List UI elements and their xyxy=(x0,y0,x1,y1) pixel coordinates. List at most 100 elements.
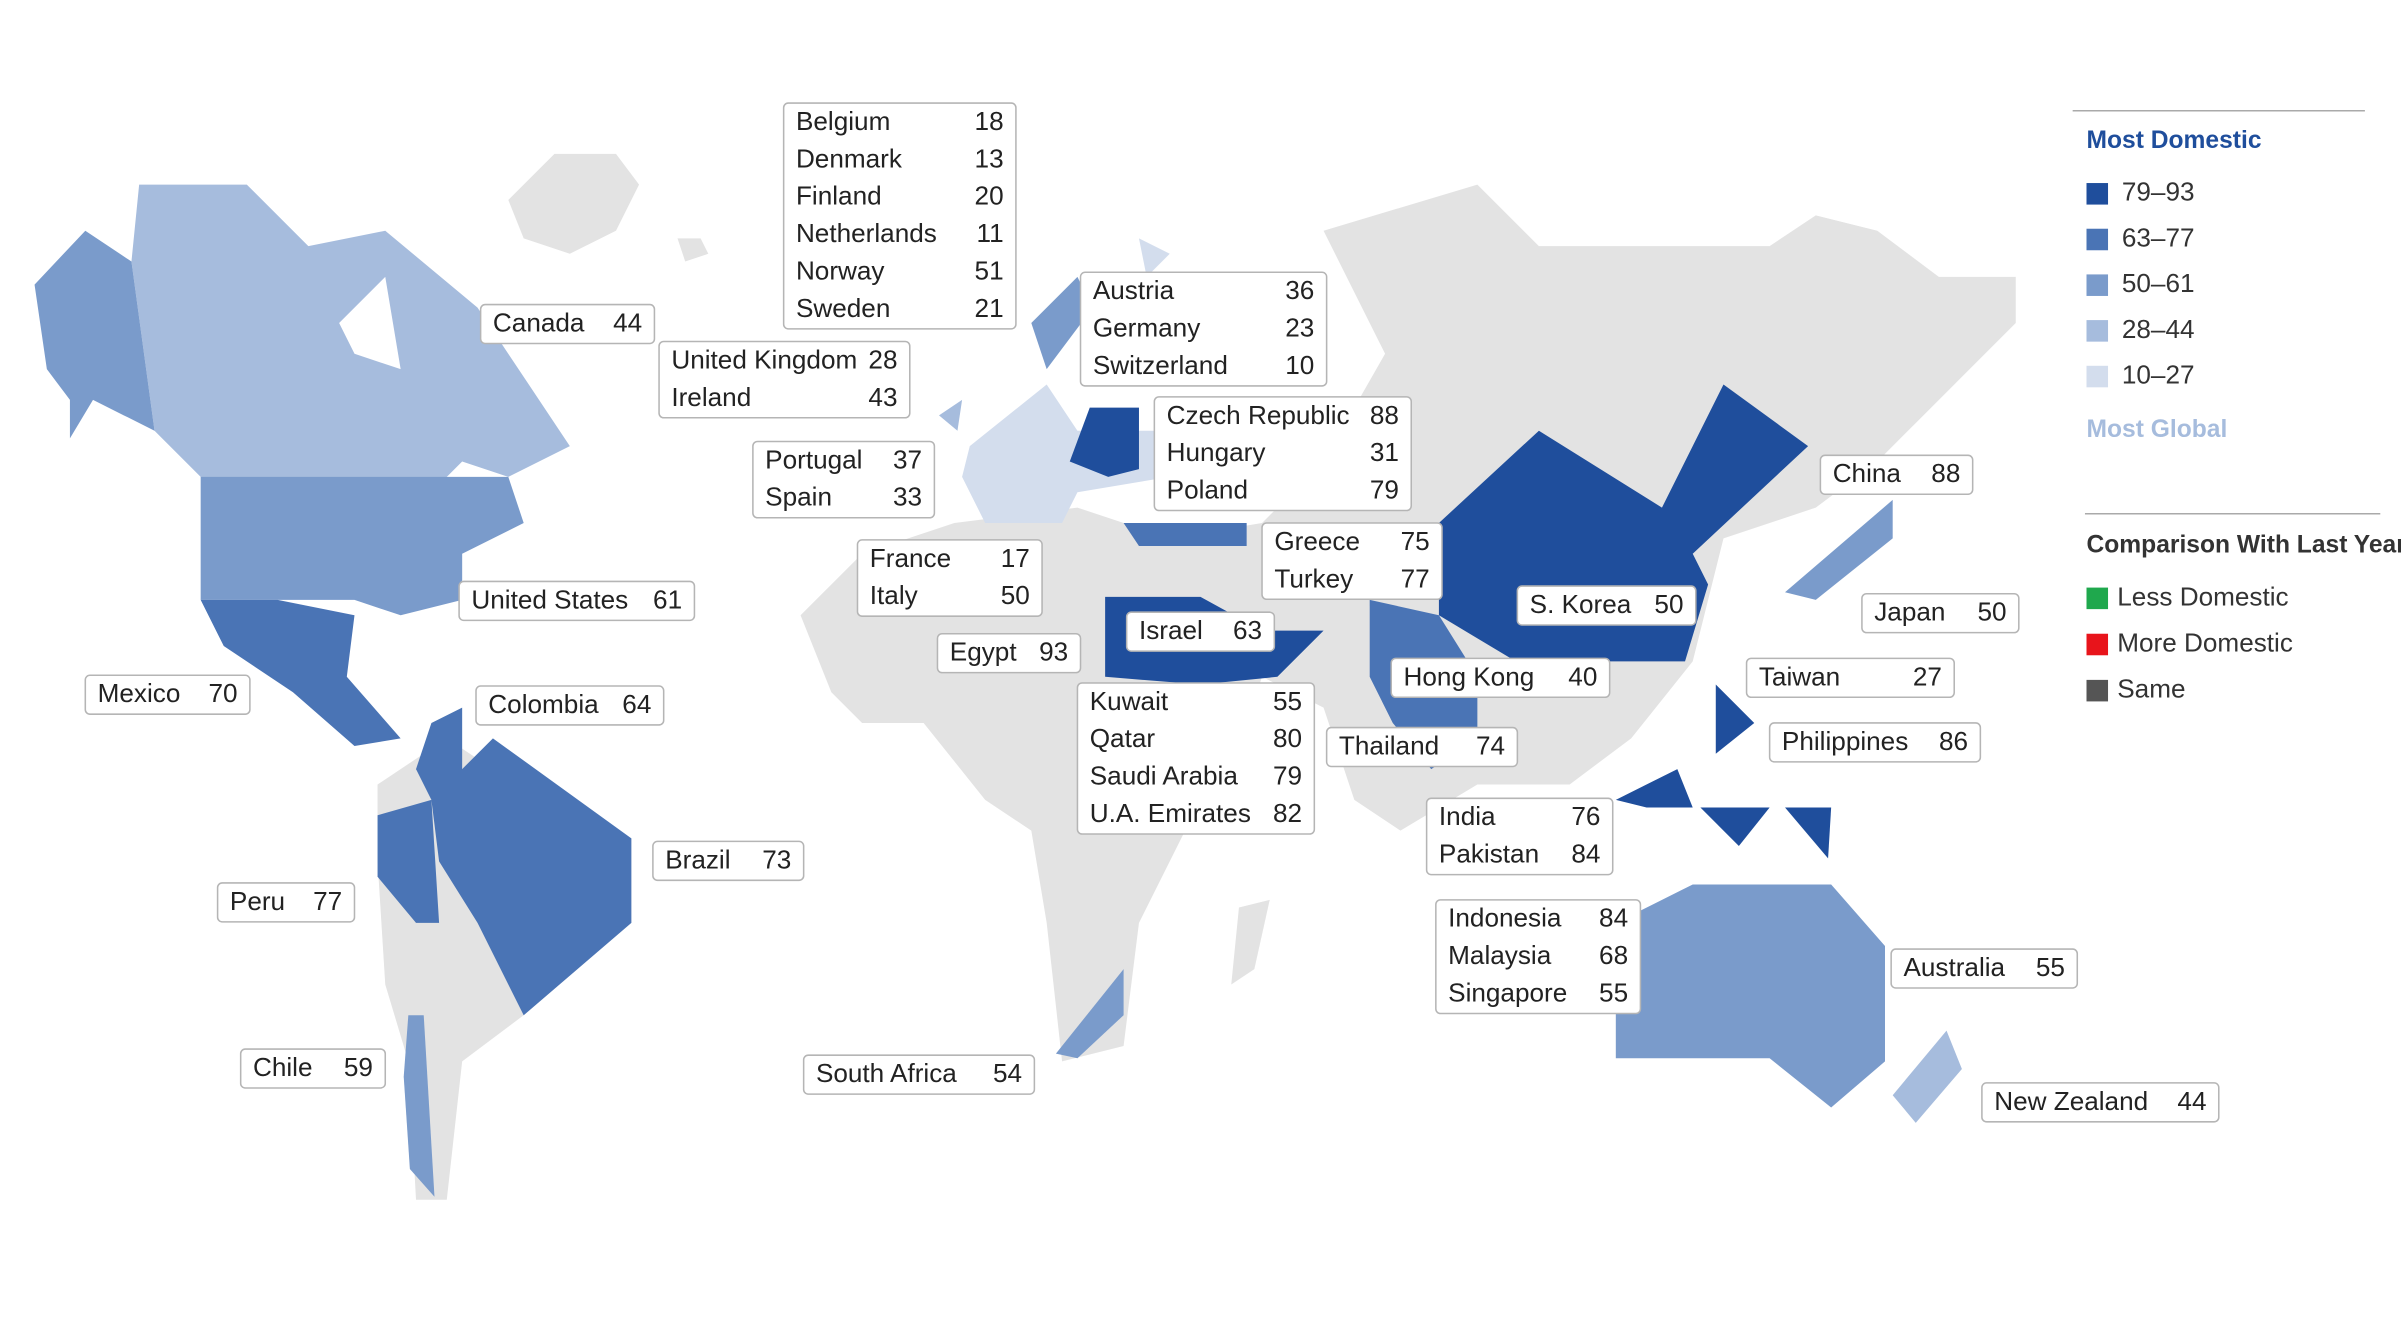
country-value: 44 xyxy=(613,307,642,337)
callout: Belgium 18 Denmark 13 Finland 20 Netherlands 11… xyxy=(782,102,1017,330)
callout-box xyxy=(1768,722,1982,763)
country-shape xyxy=(1615,884,1885,1108)
callout-box xyxy=(1261,522,1443,601)
callout: Hong Kong 40 xyxy=(1390,657,1611,699)
country-value: 63 xyxy=(1233,615,1262,645)
legend-swatch xyxy=(2086,274,2109,296)
country-name: China xyxy=(1833,458,1902,488)
callout: China 88 xyxy=(1819,454,1974,495)
callouts: Belgium 18 Denmark 13 Finland 20 Netherlands 11… xyxy=(84,102,2220,1123)
callout-box xyxy=(782,102,1017,330)
callout: Czech Republic 88 Hungary 31 Poland 79 xyxy=(1153,396,1413,512)
callout-box xyxy=(1079,271,1328,387)
country-shape xyxy=(416,707,463,800)
legend-swatch xyxy=(2086,183,2109,205)
callout: South Africa 54 xyxy=(802,1054,1036,1095)
callout: Japan 50 xyxy=(1861,592,2020,634)
country-value: 55 xyxy=(1273,686,1302,716)
legend-label: 79–93 xyxy=(2122,177,2195,207)
legend-footer: Most Global xyxy=(2087,416,2228,443)
landmass xyxy=(508,153,640,254)
country-value: 61 xyxy=(653,584,682,614)
country-shape xyxy=(1785,499,1893,600)
callout: Egypt 93 xyxy=(936,632,1082,674)
callout-box xyxy=(458,580,696,622)
country-value: 75 xyxy=(1401,526,1430,556)
callout-box xyxy=(1861,592,2020,634)
country-name: Germany xyxy=(1093,313,1201,343)
country-value: 93 xyxy=(1039,637,1068,667)
country-name: India xyxy=(1439,801,1496,831)
country-name: S. Korea xyxy=(1530,589,1632,619)
legend: Most Domestic 79–93 63–77 50–61 28–44 10–27 Mo… xyxy=(2072,109,2401,704)
country-name: Pakistan xyxy=(1439,839,1539,869)
country-value: 20 xyxy=(975,181,1004,211)
legend-label: 63–77 xyxy=(2122,222,2195,252)
country-shape xyxy=(200,476,524,616)
callout: Thailand 74 xyxy=(1325,726,1519,768)
legend-label: Same xyxy=(2117,674,2185,704)
callout-box xyxy=(1516,585,1697,626)
legend-swatch xyxy=(2086,679,2109,702)
country-shape xyxy=(403,1015,435,1197)
country-value: 36 xyxy=(1285,275,1314,305)
country-name: Singapore xyxy=(1448,978,1567,1008)
country-value: 55 xyxy=(1599,978,1628,1008)
callout-box xyxy=(475,685,665,726)
callout-box xyxy=(84,674,251,715)
legend-swatch xyxy=(2086,633,2109,656)
callout-box xyxy=(936,632,1082,674)
legend-label: Less Domestic xyxy=(2117,581,2288,611)
country-value: 51 xyxy=(975,255,1004,285)
country-value: 76 xyxy=(1571,801,1600,831)
country-name: Chile xyxy=(253,1052,313,1082)
country-name: New Zealand xyxy=(1994,1086,2148,1116)
country-name: Israel xyxy=(1139,615,1203,645)
country-shape xyxy=(1785,807,1832,859)
legend-label: 10–27 xyxy=(2122,359,2195,389)
country-value: 33 xyxy=(893,482,922,512)
country-name: Switzerland xyxy=(1093,350,1228,380)
country-value: 59 xyxy=(344,1052,373,1082)
callout: Indonesia 84 Malaysia 68 Singapore 55 xyxy=(1435,899,1642,1015)
country-name: Portugal xyxy=(765,444,862,474)
country-value: 86 xyxy=(1939,726,1968,756)
callout-box xyxy=(479,303,656,345)
country-name: Kuwait xyxy=(1090,686,1169,716)
country-shape xyxy=(200,599,401,747)
country-value: 23 xyxy=(1285,313,1314,343)
callout-box xyxy=(1890,948,2079,989)
country-value: 77 xyxy=(1401,563,1430,593)
country-name: Brazil xyxy=(665,844,730,874)
country-name: Indonesia xyxy=(1448,903,1562,933)
callout: Chile 59 xyxy=(239,1048,387,1089)
landmass xyxy=(677,238,709,262)
country-value: 80 xyxy=(1273,723,1302,753)
callout: Kuwait 55 Qatar 80 Saudi Arabia 79 U.A. Emirat… xyxy=(1076,682,1316,835)
country-name: Thailand xyxy=(1339,730,1439,760)
country-name: Poland xyxy=(1167,475,1248,505)
country-name: South Africa xyxy=(816,1058,957,1088)
country-shape xyxy=(1031,276,1093,370)
country-shape xyxy=(1138,238,1170,277)
country-name: Saudi Arabia xyxy=(1090,761,1239,791)
country-shape xyxy=(431,738,632,1016)
callout: Greece 75 Turkey 77 xyxy=(1261,522,1443,601)
country-name: Philippines xyxy=(1782,726,1908,756)
country-name: Finland xyxy=(796,181,882,211)
country-value: 17 xyxy=(1001,543,1030,573)
country-value: 54 xyxy=(993,1058,1022,1088)
country-value: 74 xyxy=(1476,730,1505,760)
country-value: 37 xyxy=(893,444,922,474)
country-name: Czech Republic xyxy=(1167,400,1350,430)
callout: Peru 77 xyxy=(216,882,356,923)
callout: Australia 55 xyxy=(1890,948,2079,989)
country-value: 11 xyxy=(976,218,1003,248)
country-name: Netherlands xyxy=(796,218,937,248)
country-name: Norway xyxy=(796,255,885,285)
country-name: United Kingdom xyxy=(671,344,857,374)
legend-swatch xyxy=(2086,228,2109,251)
country-value: 28 xyxy=(868,344,897,374)
